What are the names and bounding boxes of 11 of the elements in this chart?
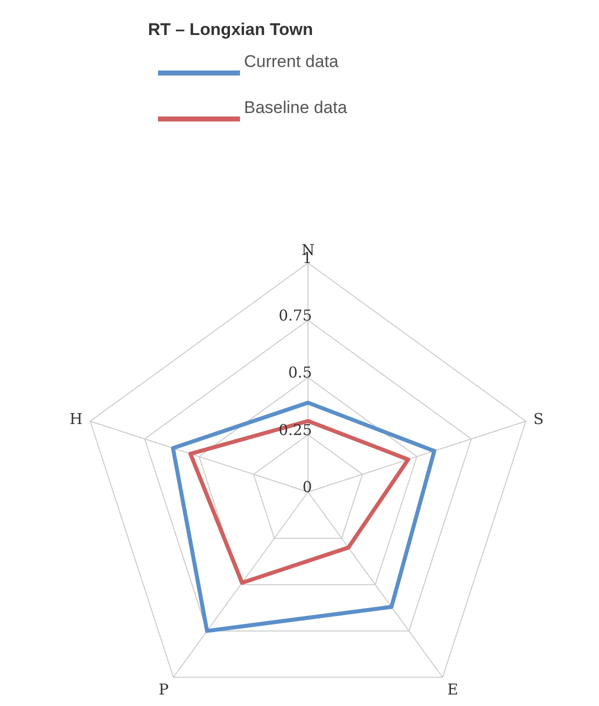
spoke-label: E [447, 680, 458, 698]
y-tick-label: 0 [302, 478, 312, 496]
y-tick-label: 0.25 [278, 420, 312, 439]
y-tick-label: 0.75 [278, 306, 312, 324]
legend-label: Current data [244, 52, 338, 72]
spoke-label: S [533, 410, 544, 428]
y-tick-label: 0.5 [288, 364, 312, 382]
legend-label: Baseline data [244, 98, 348, 118]
spoke-label: H [70, 410, 83, 428]
spoke-label: P [158, 680, 169, 698]
chart-title: RT – Longxian Town [148, 20, 313, 40]
